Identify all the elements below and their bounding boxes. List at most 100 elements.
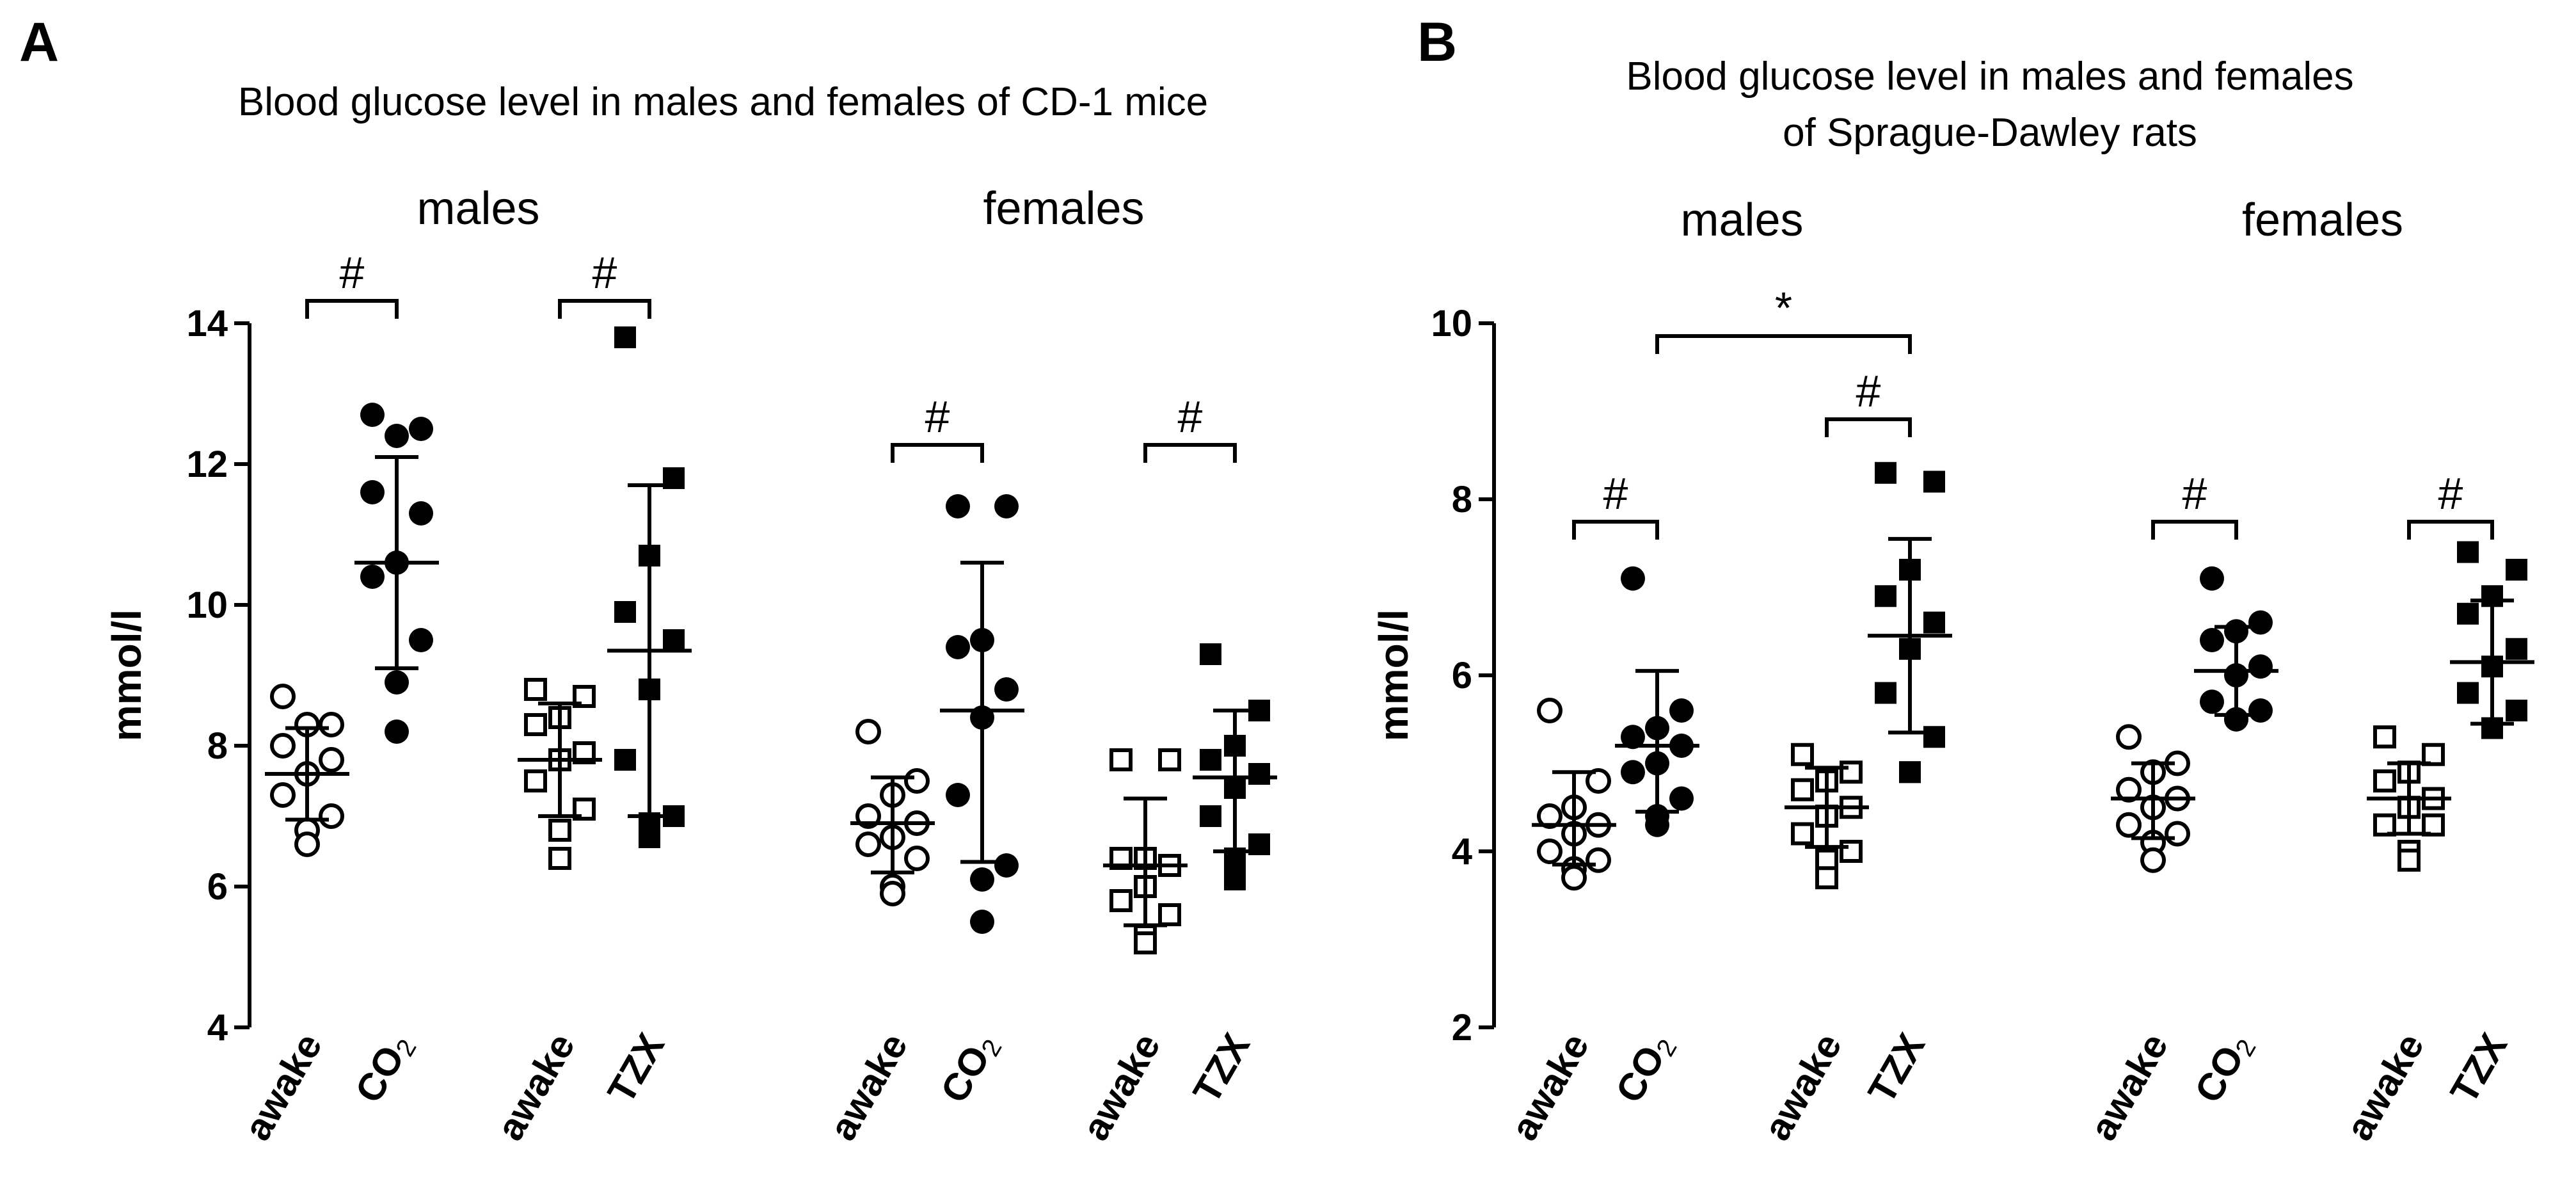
- data-group: [1193, 643, 1277, 890]
- data-point: [2373, 725, 2396, 749]
- data-point: [360, 565, 385, 589]
- data-point: [639, 826, 660, 848]
- data-group: [2194, 566, 2278, 732]
- y-tick-label: 10: [1431, 303, 1472, 344]
- chart-title: Blood glucose level in males and females…: [238, 80, 1208, 124]
- significance-label: #: [925, 392, 950, 442]
- data-point: [2116, 812, 2142, 838]
- data-point: [614, 326, 636, 348]
- category-label: awake: [2081, 1026, 2176, 1148]
- y-tick-label: 10: [186, 584, 228, 626]
- panel-b: B Blood glucose level in males and female…: [1371, 12, 2534, 1148]
- data-group: [607, 326, 692, 848]
- data-point: [2248, 654, 2273, 679]
- panel-letter: A: [19, 12, 59, 73]
- data-point: [1224, 869, 1246, 890]
- data-point: [2140, 847, 2166, 873]
- y-tick-label: 12: [186, 444, 228, 485]
- data-point: [270, 684, 296, 709]
- category-label: CO2: [932, 1026, 1008, 1111]
- data-point: [524, 713, 547, 736]
- y-tick-label: 4: [207, 1007, 228, 1048]
- data-point: [1537, 698, 1562, 723]
- data-point: [904, 846, 930, 871]
- data-point: [970, 867, 994, 892]
- data-point: [1248, 763, 1270, 785]
- data-point: [1645, 812, 1669, 837]
- bracket-line: [1572, 520, 1659, 540]
- data-point: [409, 501, 433, 526]
- data-point: [1875, 585, 1896, 607]
- data-point: [1158, 748, 1181, 771]
- y-tick-label: 2: [1452, 1007, 1472, 1048]
- data-point: [1669, 786, 1694, 811]
- data-point: [2200, 566, 2224, 591]
- category-label: awake: [821, 1026, 916, 1148]
- data-group: [1532, 698, 1616, 891]
- bracket-line: [891, 443, 984, 463]
- data-point: [994, 494, 1019, 518]
- data-point: [1537, 803, 1562, 829]
- data-point: [2200, 628, 2224, 652]
- bracket-line: [305, 299, 399, 319]
- category-label: awake: [1755, 1026, 1850, 1148]
- significance-label: #: [2182, 469, 2207, 518]
- data-point: [970, 910, 994, 934]
- data-point: [1791, 822, 1814, 846]
- significance-label: #: [1856, 366, 1881, 416]
- data-point: [409, 417, 433, 441]
- data-point: [385, 670, 409, 695]
- data-point: [614, 601, 636, 623]
- data-group: [354, 403, 439, 744]
- data-point: [2422, 813, 2445, 837]
- category-label: CO2: [1607, 1026, 1683, 1111]
- data-point: [994, 677, 1019, 702]
- data-point: [548, 847, 571, 870]
- data-point: [1791, 743, 1814, 766]
- data-point: [904, 768, 930, 794]
- data-point: [946, 783, 970, 807]
- significance-bracket: #: [891, 392, 984, 463]
- data-point: [573, 798, 596, 821]
- data-point: [524, 769, 547, 792]
- data-point: [1586, 847, 1611, 873]
- data-point: [1923, 470, 1945, 493]
- significance-bracket: #: [1825, 366, 1912, 437]
- group-label: females: [2242, 195, 2403, 246]
- data-point: [1923, 726, 1945, 748]
- data-point: [524, 678, 547, 701]
- data-point: [1840, 760, 1863, 784]
- data-point: [2506, 700, 2527, 721]
- data-point: [663, 629, 685, 651]
- data-group: [2367, 725, 2451, 872]
- data-point: [2457, 541, 2479, 563]
- category-label: awake: [235, 1026, 330, 1148]
- data-point: [2457, 602, 2479, 625]
- data-group: [265, 684, 349, 857]
- data-point: [1586, 768, 1611, 794]
- category-label: TZX: [2442, 1026, 2516, 1111]
- data-point: [1158, 903, 1181, 926]
- data-point: [385, 719, 409, 744]
- significance-bracket: #: [1572, 469, 1659, 540]
- data-point: [1200, 749, 1221, 771]
- data-group: [1615, 566, 1699, 837]
- panel-a: A Blood glucose level in males and female…: [19, 12, 1277, 1148]
- data-point: [855, 719, 881, 744]
- y-axis-label: mmol/l: [1371, 609, 1417, 741]
- data-point: [1200, 805, 1221, 827]
- significance-label: #: [1178, 392, 1203, 442]
- data-group: [1868, 462, 1952, 783]
- panel-letter: B: [1417, 12, 1457, 73]
- data-point: [1537, 839, 1562, 864]
- data-group: [940, 494, 1024, 934]
- data-group: [2111, 724, 2195, 873]
- data-point: [946, 494, 970, 518]
- data-point: [2457, 682, 2479, 704]
- group-label: males: [417, 183, 539, 234]
- group-label: males: [1680, 195, 1803, 246]
- bracket-line: [558, 299, 651, 319]
- data-point: [319, 747, 344, 773]
- data-point: [385, 424, 409, 448]
- data-point: [880, 881, 905, 906]
